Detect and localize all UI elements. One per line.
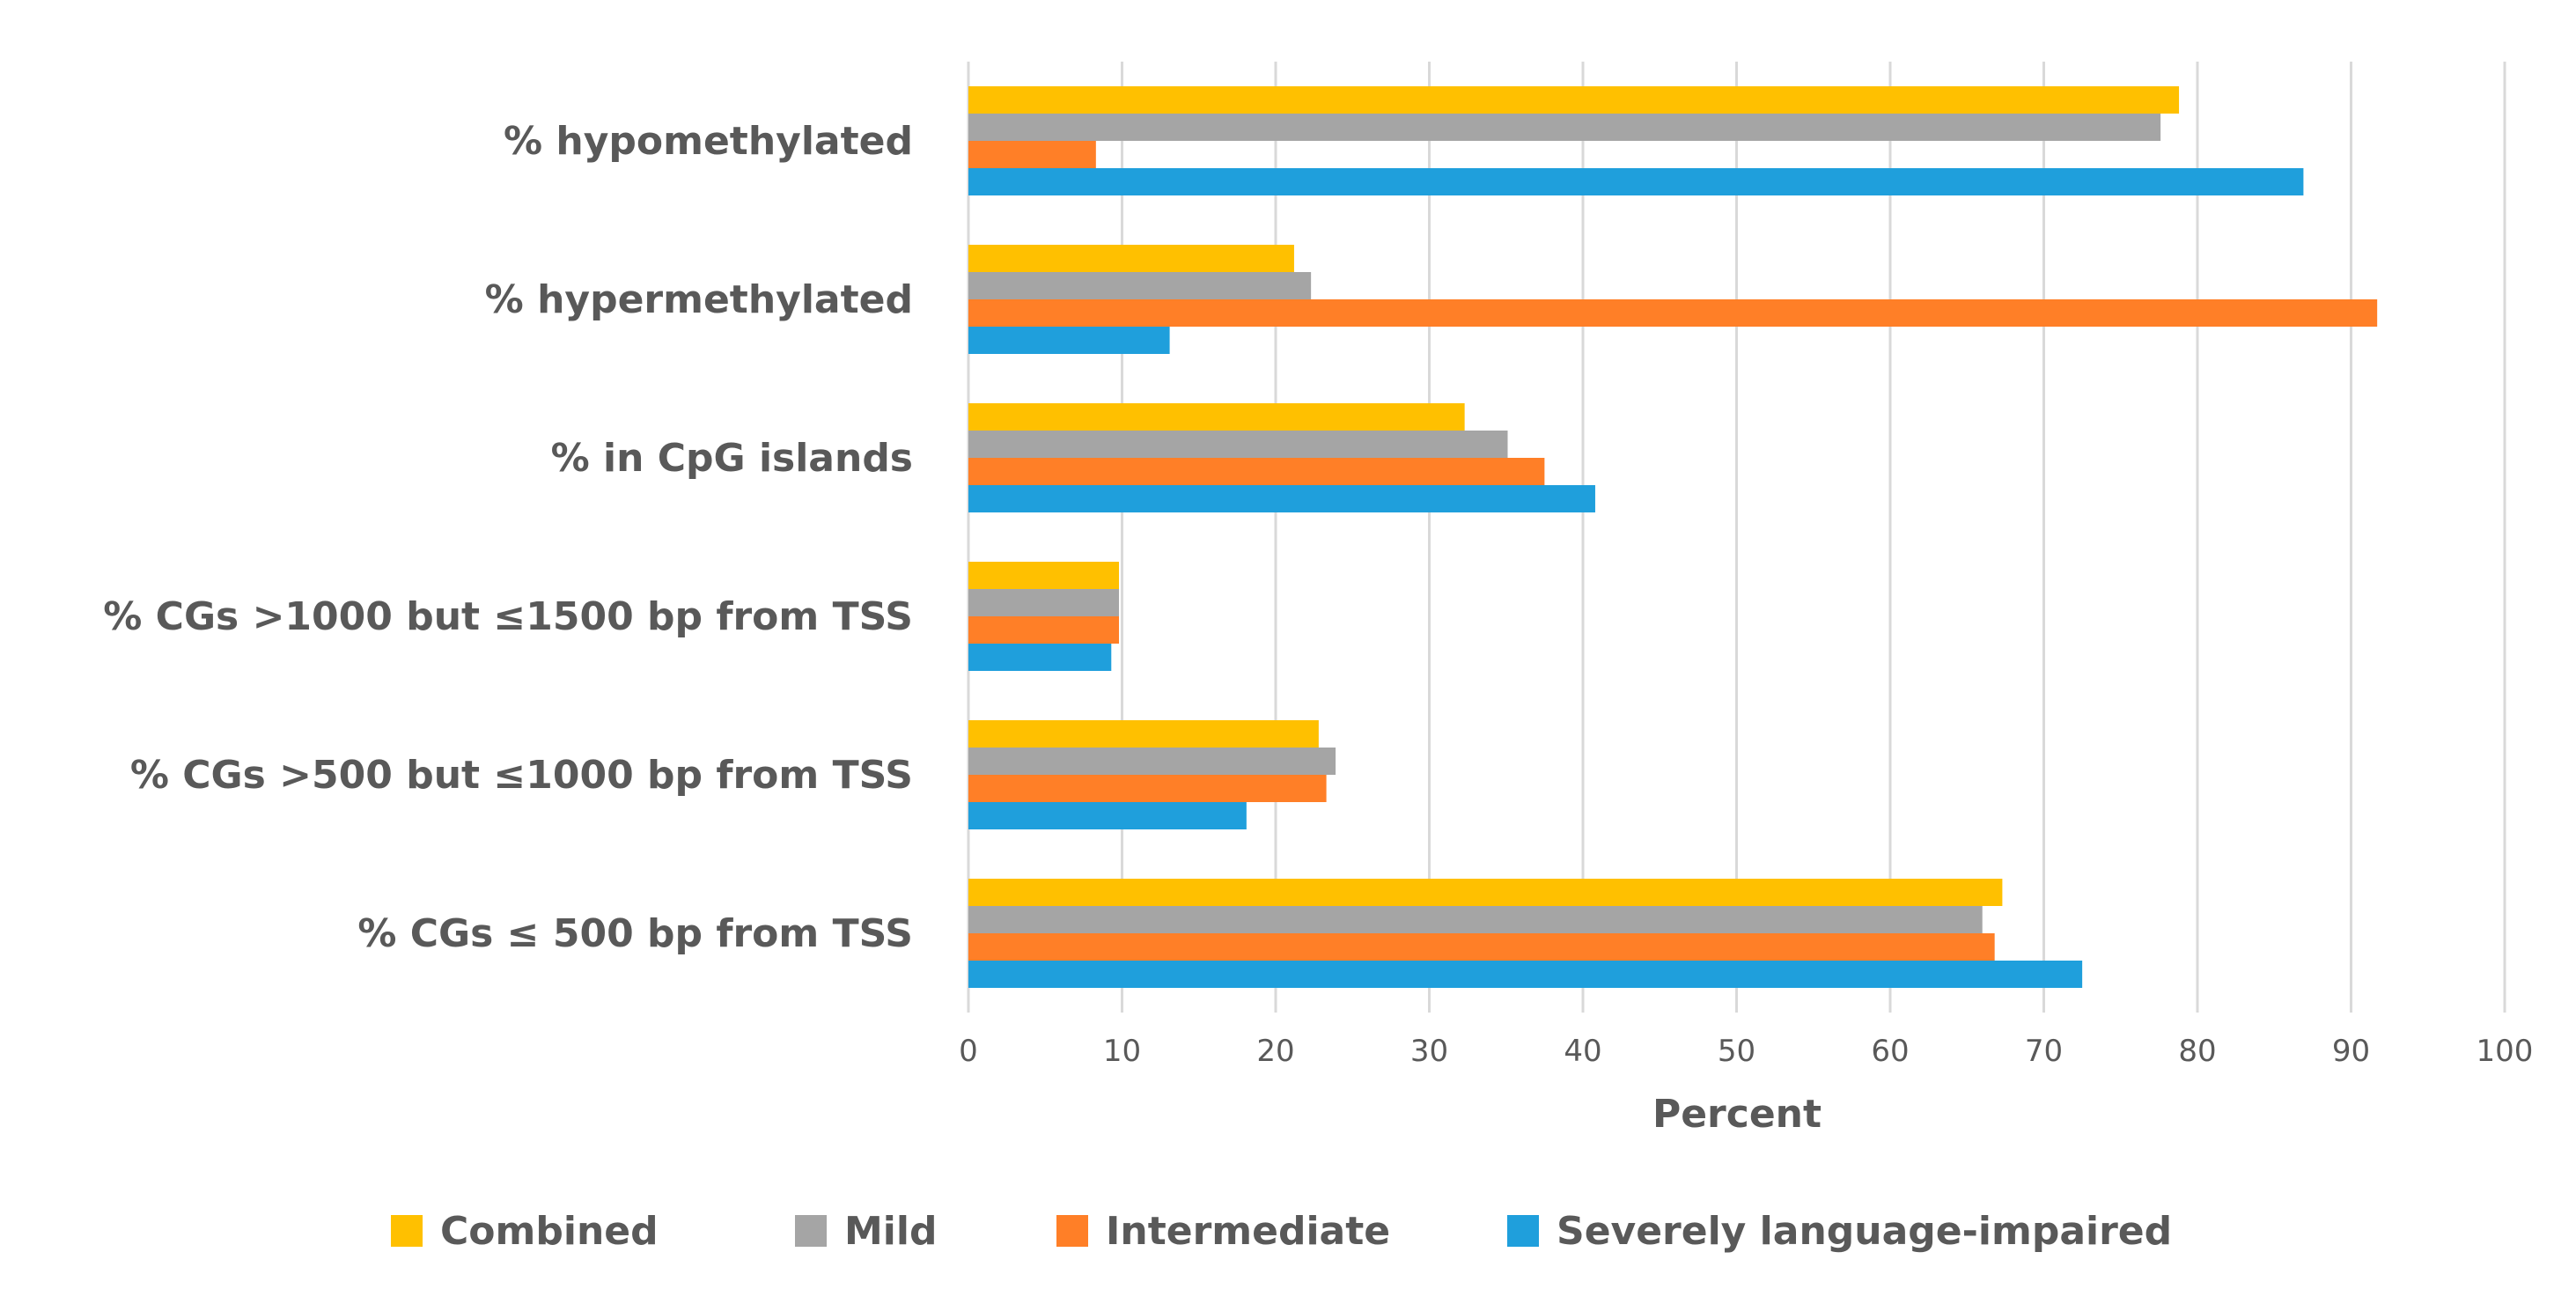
bar-mild-0 [968, 114, 2161, 141]
bar-combined-2 [968, 403, 1465, 431]
x-tick-label: 70 [2025, 1034, 2063, 1069]
x-tick-label: 90 [2332, 1034, 2370, 1069]
x-tick-label: 80 [2178, 1034, 2216, 1069]
bar-intermediate-0 [968, 141, 1096, 168]
bar-severely-language-impaired-3 [968, 644, 1112, 671]
bar-combined-5 [968, 879, 2003, 906]
legend-swatch-mild [795, 1215, 827, 1247]
x-axis-title: Percent [1652, 1092, 1822, 1137]
category-label: % CGs ≤ 500 bp from TSS [357, 911, 913, 956]
category-label: % in CpG islands [551, 436, 913, 481]
bar-severely-language-impaired-2 [968, 485, 1595, 512]
bar-intermediate-1 [968, 299, 2378, 327]
legend-swatch-intermediate [1056, 1215, 1088, 1247]
bar-mild-3 [968, 589, 1120, 616]
bar-mild-4 [968, 748, 1336, 775]
bar-combined-4 [968, 720, 1319, 748]
x-tick-label: 20 [1256, 1034, 1294, 1069]
bar-severely-language-impaired-1 [968, 327, 1170, 354]
legend-label: Mild [844, 1209, 937, 1254]
bar-intermediate-2 [968, 458, 1545, 485]
x-tick-label: 100 [2477, 1034, 2534, 1069]
category-label: % hypermethylated [485, 277, 913, 322]
bar-mild-2 [968, 431, 1508, 458]
bar-mild-1 [968, 272, 1312, 299]
legend-swatch-combined [391, 1215, 423, 1247]
bars [968, 86, 2378, 988]
grid-lines [967, 62, 2506, 1013]
category-label: % hypomethylated [504, 119, 913, 164]
legend-label: Intermediate [1106, 1209, 1390, 1254]
bar-combined-1 [968, 245, 1294, 272]
x-tick-labels: 0 10 20 30 40 50 60 70 80 90 100 [959, 1034, 2533, 1069]
bar-severely-language-impaired-0 [968, 168, 2304, 195]
bar-mild-5 [968, 906, 1983, 933]
bar-combined-0 [968, 86, 2180, 114]
category-label: % CGs >500 but ≤1000 bp from TSS [130, 753, 913, 798]
category-labels: % hypomethylated % hypermethylated % in Cp… [103, 119, 913, 956]
legend: Combined Mild Intermediate Severely languag… [391, 1209, 2172, 1254]
x-tick-label: 50 [1718, 1034, 1755, 1069]
bar-combined-3 [968, 562, 1120, 589]
x-tick-label: 60 [1871, 1034, 1909, 1069]
bar-severely-language-impaired-4 [968, 802, 1247, 829]
bar-intermediate-4 [968, 775, 1327, 802]
legend-swatch-severely-language-impaired [1507, 1215, 1539, 1247]
bar-intermediate-3 [968, 616, 1120, 644]
x-tick-label: 10 [1103, 1034, 1141, 1069]
category-label: % CGs >1000 but ≤1500 bp from TSS [103, 594, 913, 639]
x-tick-label: 0 [959, 1034, 978, 1069]
legend-label: Severely language-impaired [1557, 1209, 2172, 1254]
x-tick-label: 40 [1564, 1034, 1601, 1069]
bar-severely-language-impaired-5 [968, 961, 2083, 988]
legend-label: Combined [440, 1209, 659, 1254]
x-tick-label: 30 [1410, 1034, 1448, 1069]
bar-intermediate-5 [968, 933, 1995, 961]
